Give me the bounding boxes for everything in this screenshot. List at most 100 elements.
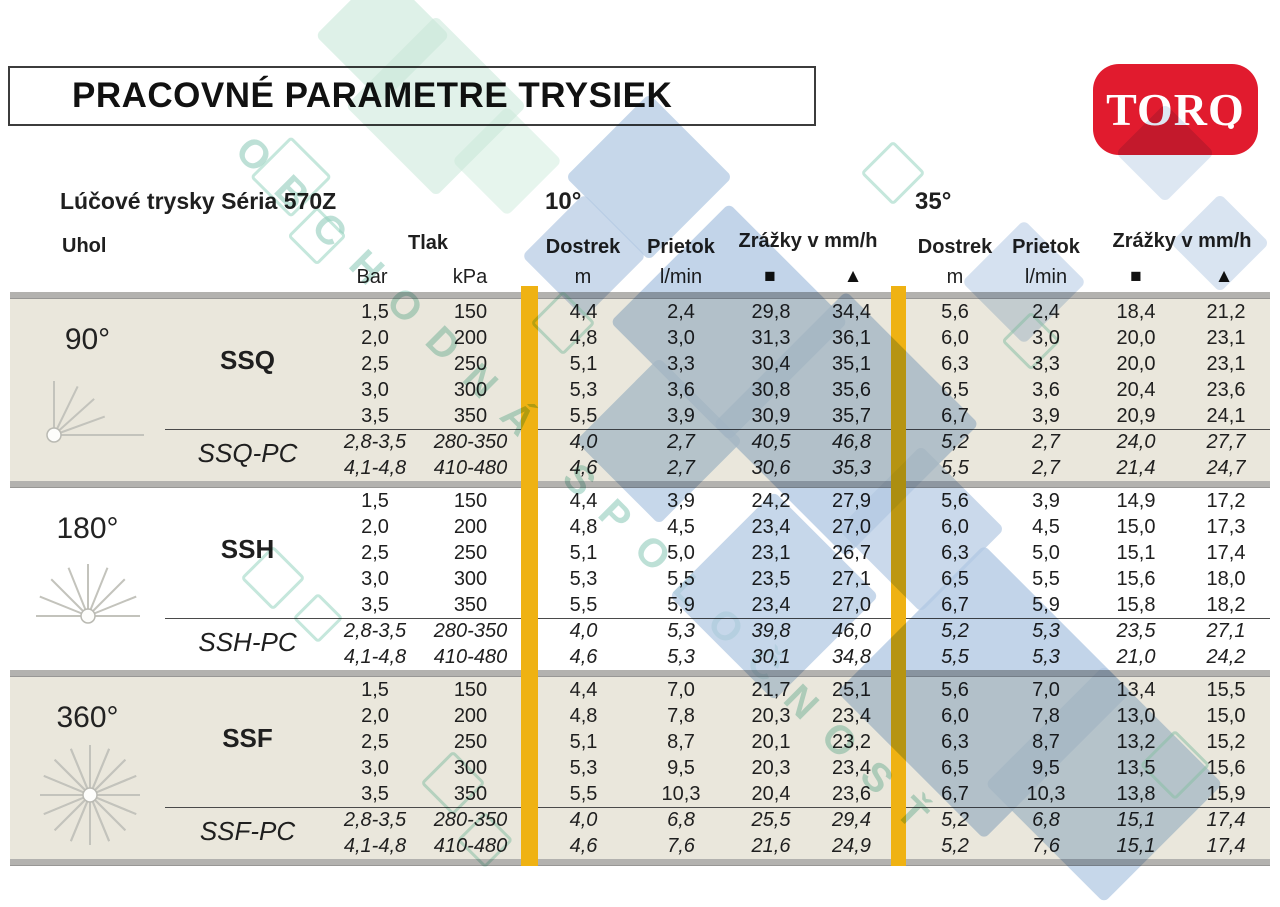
- cell-p10: 7,6: [667, 835, 695, 857]
- cell-p10: 5,0: [667, 542, 695, 564]
- angle-label: 360°: [56, 701, 119, 734]
- cell-kpa: 250: [453, 542, 488, 564]
- cell-d35: 5,6: [941, 301, 969, 323]
- toro-logo: TORO: [1093, 64, 1258, 155]
- cell-kpa: 200: [453, 705, 488, 727]
- cell-p10: 8,7: [667, 731, 695, 753]
- cell-p35: 8,7: [1032, 731, 1060, 753]
- cell-sq10: 20,1: [751, 731, 791, 753]
- cell-kpa: 300: [453, 379, 488, 401]
- title-box: PRACOVNÉ PARAMETRE TRYSIEK: [8, 66, 816, 126]
- cell-d10: 5,5: [569, 783, 598, 805]
- table-row: 1,5 150 4,4 3,9 24,2 27,9 5,6 3,9 14,9 17,2: [10, 488, 1270, 514]
- cell-tr10: 46,8: [832, 431, 871, 453]
- unit-lmin-10: l/min: [659, 266, 703, 288]
- cell-p35: 10,3: [1026, 783, 1066, 805]
- page-title: PRACOVNÉ PARAMETRE TRYSIEK: [72, 76, 673, 115]
- cell-kpa: 410-480: [433, 835, 508, 857]
- cell-p35: 7,0: [1032, 679, 1060, 701]
- cell-sq35: 13,4: [1116, 679, 1156, 701]
- cell-p10: 5,5: [667, 568, 695, 590]
- section-separator: [10, 859, 1270, 866]
- cell-p35: 3,6: [1032, 379, 1060, 401]
- cell-kpa: 280-350: [433, 431, 508, 453]
- cell-d35: 6,5: [941, 379, 969, 401]
- cell-kpa: 150: [453, 679, 488, 701]
- watermark-outline-diamond: [287, 206, 347, 266]
- spray-180-icon: [36, 564, 140, 624]
- cell-d10: 5,1: [569, 542, 598, 564]
- cell-tr35: 18,0: [1206, 568, 1246, 590]
- cell-d35: 6,5: [941, 757, 969, 779]
- model-name: SSF: [222, 723, 273, 753]
- cell-p35: 9,5: [1032, 757, 1060, 779]
- cell-p10: 7,0: [667, 679, 695, 701]
- cell-p35: 3,9: [1032, 490, 1060, 512]
- angle-icon-holder: [26, 560, 150, 631]
- angle-icon-holder: [38, 371, 146, 454]
- model-name: SSH: [220, 534, 275, 564]
- cell-tr35: 17,4: [1206, 835, 1246, 857]
- cell-kpa: 200: [453, 327, 488, 349]
- cell-sq10: 31,3: [751, 327, 791, 349]
- section-ssf: 1,5 150 4,4 7,0 21,7 25,1 5,6 7,0 13,4 15,5 2,0 200…: [10, 677, 1270, 859]
- table-row: 3,5 350 5,5 5,9 23,4 27,0 6,7 5,9 15,8 18,2: [10, 592, 1270, 618]
- cell-tr10: 35,7: [832, 405, 871, 427]
- cell-d10: 4,0: [569, 620, 598, 642]
- table-row: 3,5 350 5,5 3,9 30,9 35,7 6,7 3,9 20,9 24,1: [10, 403, 1270, 429]
- cell-tr10: 35,6: [832, 379, 871, 401]
- cell-p10: 3,9: [667, 490, 695, 512]
- cell-tr10: 34,4: [832, 301, 871, 323]
- section-separator: [10, 481, 1270, 488]
- cell-sq35: 20,0: [1116, 353, 1156, 375]
- col-header-dostrek-35: Dostrek: [917, 236, 993, 258]
- cell-d10: 4,8: [569, 705, 598, 727]
- cell-bar: 2,5: [361, 542, 389, 564]
- cell-bar: 4,1-4,8: [343, 835, 407, 857]
- cell-sq35: 20,0: [1116, 327, 1156, 349]
- table-row: 3,0 300 5,3 3,6 30,8 35,6 6,5 3,6 20,4 23,6: [10, 377, 1270, 403]
- triangle-symbol-icon-10: ▲: [843, 266, 863, 287]
- cell-kpa: 150: [453, 301, 488, 323]
- cell-sq10: 24,2: [751, 490, 791, 512]
- col-header-prietok-10: Prietok: [647, 236, 715, 258]
- cell-tr10: 25,1: [832, 679, 871, 701]
- cell-tr10: 23,2: [832, 731, 871, 753]
- cell-sq10: 21,6: [751, 835, 791, 857]
- unit-bar: Bar: [356, 266, 388, 288]
- cell-d35: 5,2: [941, 809, 969, 831]
- cell-d35: 5,5: [941, 646, 969, 668]
- pc-divider-line: [165, 429, 1270, 430]
- cell-sq35: 15,1: [1116, 835, 1156, 857]
- accent-stripe-10: [521, 286, 538, 866]
- cell-sq35: 20,4: [1116, 379, 1156, 401]
- col-header-prietok-35: Prietok: [1012, 236, 1080, 258]
- cell-bar: 3,0: [361, 757, 389, 779]
- cell-tr35: 27,7: [1206, 431, 1246, 453]
- cell-d10: 4,8: [569, 327, 598, 349]
- cell-kpa: 280-350: [433, 809, 508, 831]
- cell-bar: 2,5: [361, 353, 389, 375]
- cell-d10: 4,6: [569, 457, 598, 479]
- cell-bar: 3,0: [361, 379, 389, 401]
- cell-kpa: 410-480: [433, 457, 508, 479]
- cell-d35: 6,0: [941, 516, 969, 538]
- cell-p35: 4,5: [1032, 516, 1060, 538]
- cell-p35: 5,0: [1032, 542, 1060, 564]
- cell-sq10: 20,4: [751, 783, 791, 805]
- cell-sq35: 18,4: [1116, 301, 1156, 323]
- cell-sq35: 21,0: [1116, 646, 1156, 668]
- cell-tr35: 15,2: [1206, 731, 1246, 753]
- cell-p10: 10,3: [661, 783, 701, 805]
- model-pc-name: SSH-PC: [198, 627, 297, 657]
- toro-logo-text: TORO: [1106, 84, 1245, 135]
- cell-sq10: 25,5: [751, 809, 791, 831]
- angle-area: 180°: [10, 488, 165, 670]
- cell-d35: 5,2: [941, 835, 969, 857]
- cell-sq10: 23,1: [751, 542, 791, 564]
- cell-tr10: 29,4: [832, 809, 871, 831]
- cell-sq10: 23,4: [751, 516, 791, 538]
- cell-p35: 5,5: [1032, 568, 1060, 590]
- cell-sq10: 39,8: [751, 620, 791, 642]
